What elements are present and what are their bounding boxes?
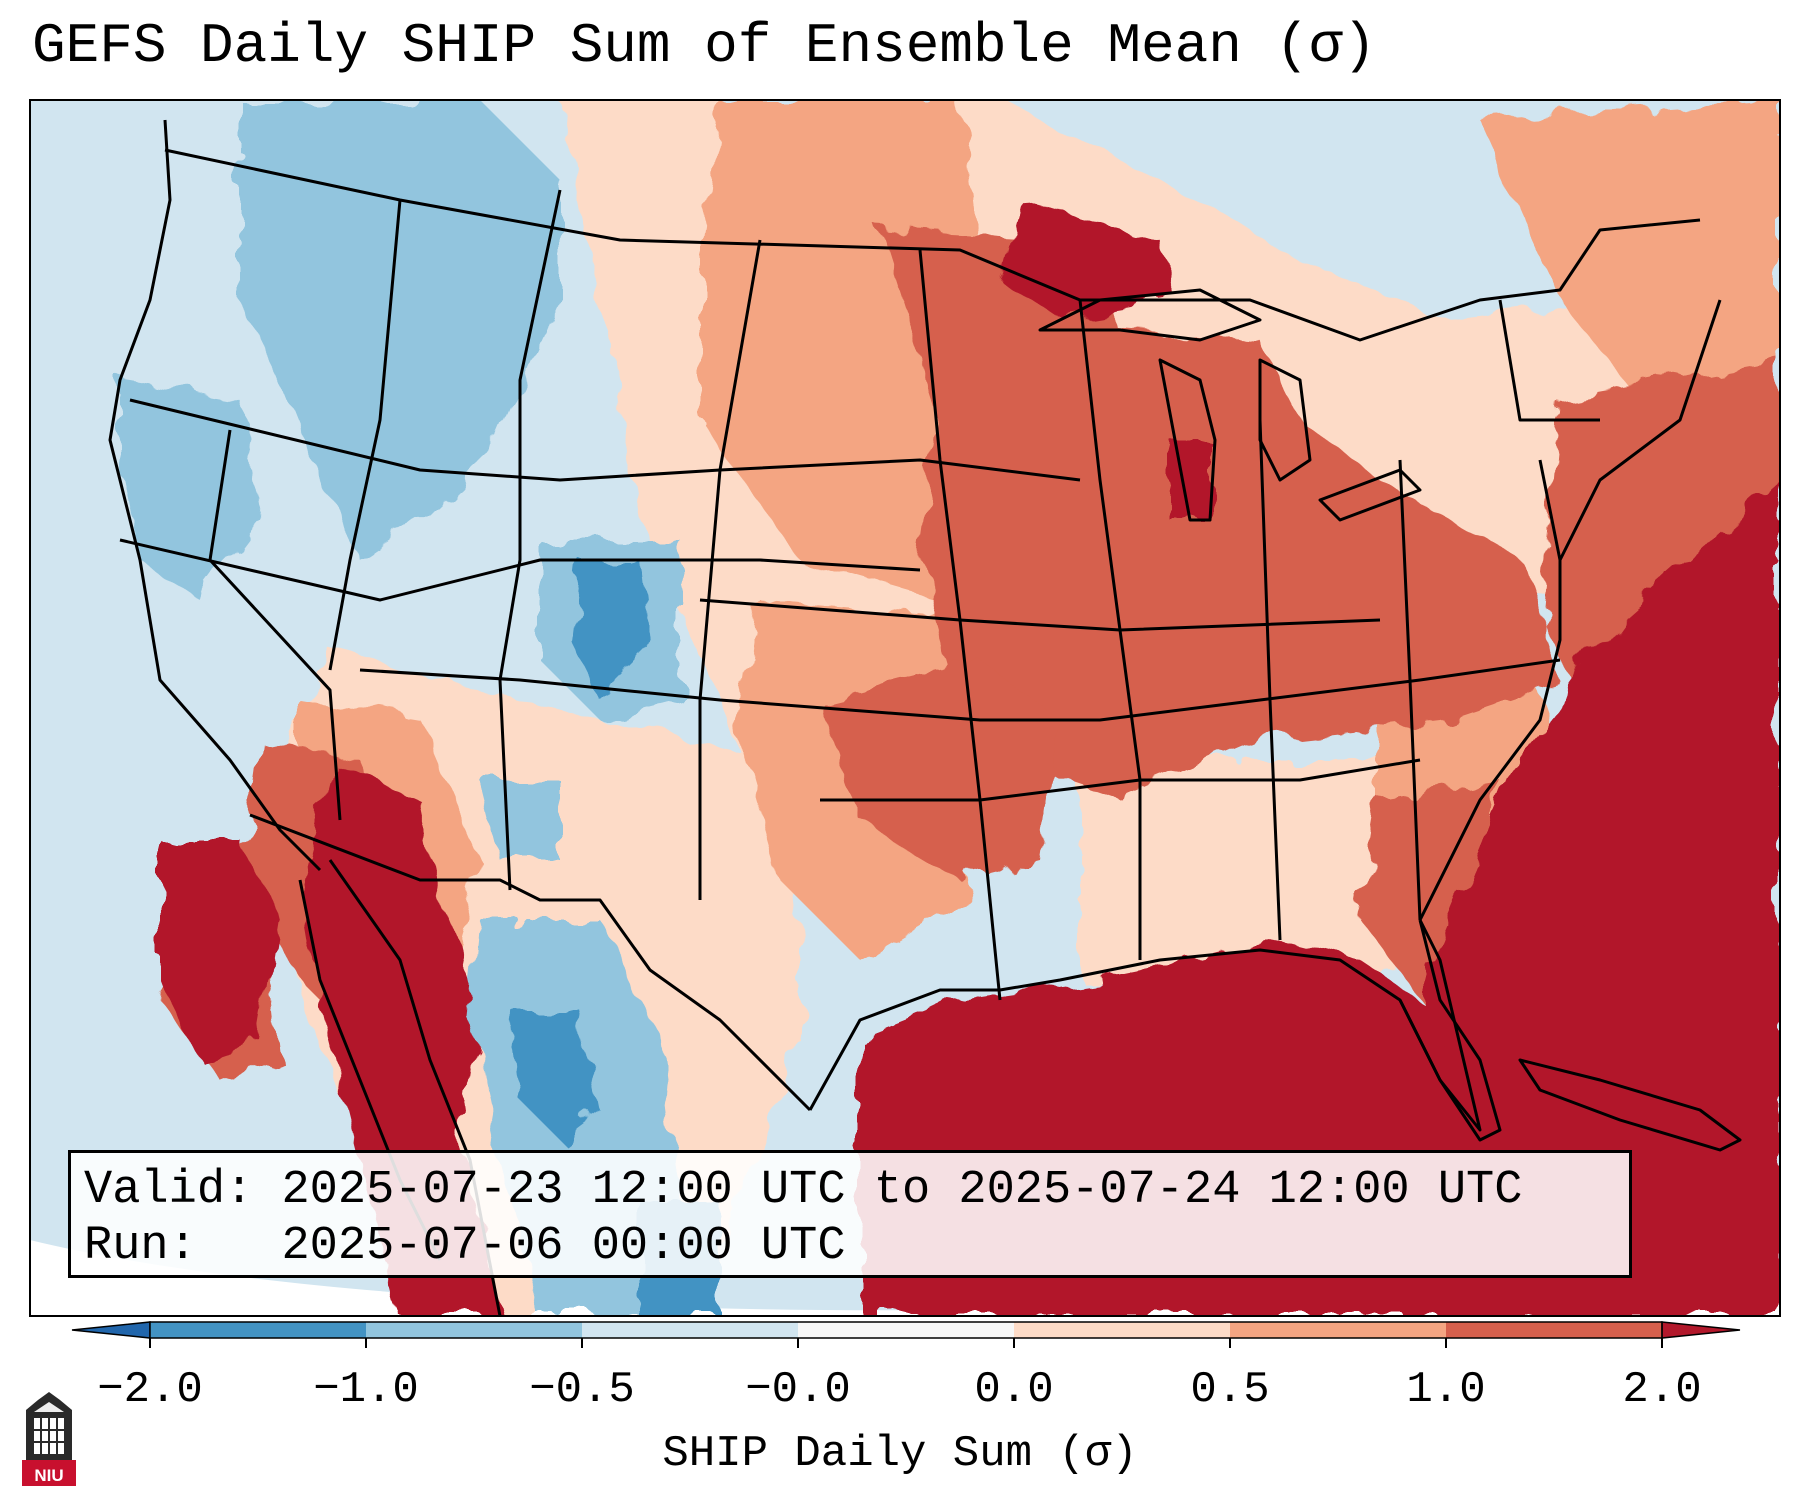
state-line: [208, 429, 342, 821]
florida-outline: [1398, 919, 1502, 1142]
state-line: [1498, 299, 1600, 422]
colorbar-tick-label: −0.0: [745, 1365, 851, 1415]
logo-text: NIU: [34, 1466, 64, 1485]
state-line: [498, 189, 562, 891]
colorbar-bin: [1230, 1322, 1446, 1338]
colorbar-bin: [150, 1322, 366, 1338]
valid-value: 2025-07-23 12:00 UTC to 2025-07-24 12:00…: [281, 1164, 1523, 1217]
valid-line: Valid: 2025-07-23 12:00 UTC to 2025-07-2…: [84, 1167, 1522, 1214]
lake-superior-outline: [1038, 288, 1262, 342]
niu-logo: NIU: [20, 1392, 78, 1488]
colorbar-bin: [582, 1322, 798, 1338]
lake-michigan-outline: [1158, 358, 1217, 522]
west-coast-line: [108, 119, 322, 872]
colorbar-tick-label: −0.5: [529, 1365, 635, 1415]
colorbar-tick-label: 2.0: [1622, 1365, 1702, 1415]
state-line: [698, 239, 762, 900]
state-line: [1398, 459, 1422, 921]
lake-huron-outline: [1258, 358, 1312, 482]
us-canada-border: [164, 148, 1701, 342]
colorbar-bin: [366, 1322, 582, 1338]
colorbar-bin: [1014, 1322, 1230, 1338]
university-tower-icon: [22, 1392, 76, 1486]
colorbar: [71, 1321, 1741, 1348]
map-frame: [29, 99, 1781, 1317]
run-label: Run:: [84, 1220, 197, 1273]
state-line: [1538, 459, 1562, 561]
state-line: [1258, 419, 1282, 941]
state-line: [328, 199, 402, 671]
run-value: 2025-07-06 00:00 UTC: [281, 1220, 846, 1273]
lake-erie-outline: [1318, 468, 1422, 522]
state-line: [359, 658, 1561, 722]
page-title: GEFS Daily SHIP Sum of Ensemble Mean (σ): [32, 14, 1377, 78]
colorbar-bin: [1446, 1322, 1662, 1338]
colorbar-title: SHIP Daily Sum (σ): [662, 1429, 1138, 1479]
colorbar-bin: [798, 1322, 1014, 1338]
valid-label: Valid:: [84, 1164, 254, 1217]
colorbar-tick-label: 0.0: [974, 1365, 1054, 1415]
state-line: [119, 538, 921, 602]
colorbar-tick-label: −1.0: [313, 1365, 419, 1415]
colorbar-tick-label: −2.0: [97, 1365, 203, 1415]
state-line: [1078, 299, 1142, 960]
colorbar-extend-low: [71, 1321, 151, 1339]
colorbar-tick-label: 1.0: [1406, 1365, 1486, 1415]
colorbar-tick-label: 0.5: [1190, 1365, 1270, 1415]
state-line: [918, 249, 1002, 1001]
cuba-outline: [1518, 1058, 1742, 1152]
colorbar-outline: [149, 1321, 1663, 1339]
valid-info-box: Valid: 2025-07-23 12:00 UTC to 2025-07-2…: [68, 1150, 1632, 1278]
state-line: [699, 598, 1381, 632]
us-mexico-border: [249, 813, 812, 1112]
anomaly-field: [30, 100, 1780, 1316]
run-line: Run: 2025-07-06 00:00 UTC: [84, 1223, 846, 1270]
colorbar-extend-high: [1661, 1321, 1741, 1339]
gulf-coast-line: [808, 919, 1482, 1132]
